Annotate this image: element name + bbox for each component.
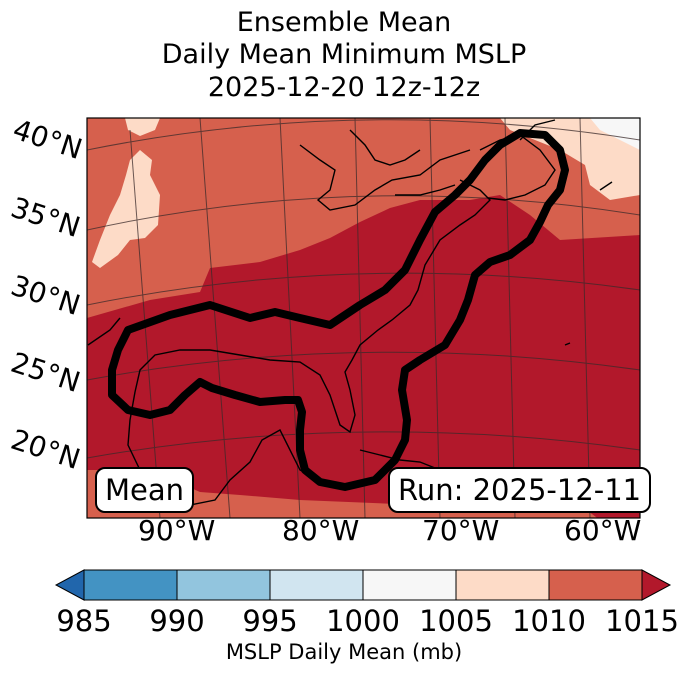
lon-label-90w: 90°W <box>138 514 216 547</box>
legend-mean: Mean <box>95 467 195 513</box>
colorbar-segment-995-1000 <box>269 569 364 601</box>
field-1005-1010-west <box>92 150 160 268</box>
lon-label-70w: 70°W <box>422 514 500 547</box>
colorbar-label: MSLP Daily Mean (mb) <box>225 640 463 664</box>
colorbar <box>54 569 672 601</box>
mslp-contour <box>108 129 569 491</box>
colorbar-tick-985: 985 <box>56 604 112 638</box>
colorbar-segment-1010-1015 <box>548 569 643 601</box>
title-line-2: Daily Mean Minimum MSLP <box>161 39 527 70</box>
field-1005-1010-ne <box>500 118 640 200</box>
colorbar-tick-995: 995 <box>242 604 298 638</box>
colorbar-tick-1010: 1010 <box>512 604 586 638</box>
colorbar-tick-990: 990 <box>149 604 205 638</box>
colorbar-extend-low <box>54 569 85 601</box>
colorbar-extend-high <box>641 569 672 601</box>
colorbar-segment-1005-1010 <box>455 569 550 601</box>
map-panel <box>87 118 640 518</box>
lon-label-60w: 60°W <box>564 514 642 547</box>
colorbar-segment-985-990 <box>83 569 178 601</box>
colorbar-tick-1000: 1000 <box>326 604 400 638</box>
colorbar-segment-1000-1005 <box>362 569 457 601</box>
colorbar-tick-1005: 1005 <box>419 604 493 638</box>
colorbar-tick-1015: 1015 <box>605 604 679 638</box>
legend-run: Run: 2025-12-11 <box>388 467 652 513</box>
lon-label-80w: 80°W <box>282 514 360 547</box>
title-line-3: 2025-12-20 12z-12z <box>207 72 481 103</box>
field-1005-1010-north <box>125 118 160 136</box>
map-frame <box>86 117 641 519</box>
field-1000-1005 <box>590 118 640 150</box>
title-line-1: Ensemble Mean <box>236 7 452 38</box>
colorbar-segment-990-995 <box>176 569 271 601</box>
